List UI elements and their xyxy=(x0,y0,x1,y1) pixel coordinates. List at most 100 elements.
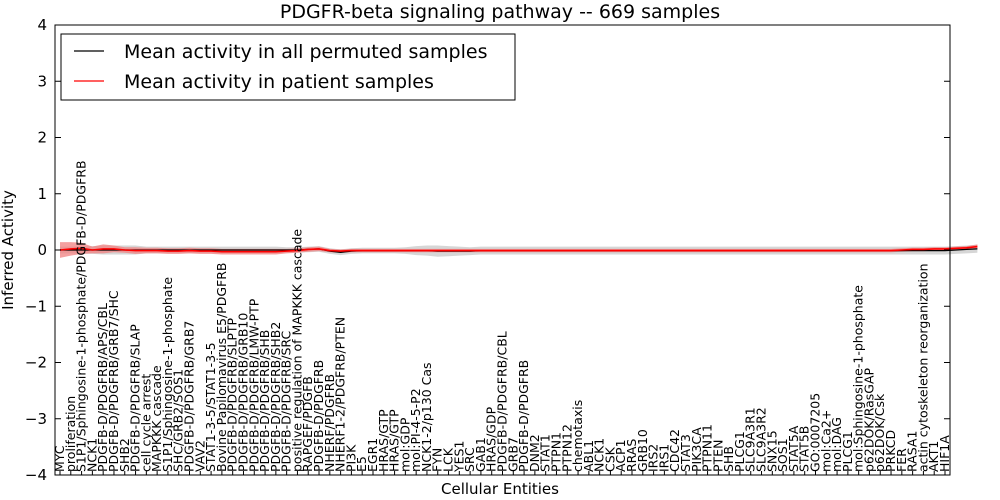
category-label: SHB2 xyxy=(117,438,132,472)
category-label: CDC42 xyxy=(667,429,682,472)
legend-label: Mean activity in all permuted samples xyxy=(124,41,487,63)
category-label: STAT5A xyxy=(786,425,801,472)
series-line-2 xyxy=(59,245,978,253)
category-label: VAV2 xyxy=(192,440,207,472)
category-label: NHERF1-2/PDGFRB/PTEN xyxy=(333,317,348,472)
category-label: cell cycle arrest xyxy=(138,374,153,472)
category-label: p62DOK/Csk xyxy=(872,393,887,472)
category-label: RASA1 xyxy=(905,431,920,472)
series-lines xyxy=(59,245,978,253)
category-label: Bovine Papilomavirus E5/PDGFRB xyxy=(214,263,229,472)
category-label: HIF1A xyxy=(937,435,952,472)
category-label: mol:Sphingosine-1-phosphate xyxy=(851,285,866,472)
category-label: mol:DAG xyxy=(829,417,844,472)
category-label: PDGFB-D/PDGFRB/GRB7 xyxy=(182,321,197,472)
category-label: PDGFB-D/PDGFRB/SRC xyxy=(279,331,294,472)
category-label: mol:GDP xyxy=(397,417,412,472)
category-label: FYN xyxy=(430,448,445,472)
category-label: PLCG1 xyxy=(732,431,747,472)
category-label: FER xyxy=(894,448,909,472)
y-tick-label: 2 xyxy=(37,129,47,147)
category-label: SLC9A3R1 xyxy=(743,407,758,472)
category-label: positive regulation of MAPKKK cascade xyxy=(289,229,304,472)
category-label: E5 xyxy=(354,456,369,472)
category-label: MYC xyxy=(52,445,67,472)
legend: Mean activity in all permuted samples Mea… xyxy=(60,33,516,101)
category-label: proliferation xyxy=(63,396,78,472)
y-tick-label: 1 xyxy=(37,185,47,203)
category-label: ABL1 xyxy=(581,440,596,472)
category-label: SRC xyxy=(462,447,477,472)
y-tick-label: −2 xyxy=(25,354,47,372)
category-label: mol:Ca2+ xyxy=(818,410,833,472)
y-tick-label: 3 xyxy=(37,72,47,90)
legend-label: Mean activity in patient samples xyxy=(124,71,434,93)
category-label: PDGFB-D/PDGFRB/CBL xyxy=(495,331,510,472)
category-label: NCK1-2/p130 Cas xyxy=(419,362,434,472)
category-label: chemotaxis xyxy=(570,400,585,472)
category-label: SHB xyxy=(721,446,736,472)
category-label: S1P1/Sphingosine-1-phosphate/PDGFB-D/PDG… xyxy=(74,160,89,472)
category-label: CSK xyxy=(602,446,617,472)
category-label: AKT1 xyxy=(926,441,941,472)
category-label: STAT3 xyxy=(678,434,693,472)
category-label: PIK3CA xyxy=(689,427,704,472)
category-label: PDGFB-D/PDGFRB/LMW-PTP xyxy=(246,298,261,472)
plot-frame xyxy=(54,24,951,476)
category-label: PTPN12 xyxy=(559,424,574,472)
category-label: SOS1 xyxy=(775,438,790,472)
category-label: EGR1 xyxy=(365,438,380,472)
category-label: LCK xyxy=(441,447,456,472)
category-label: RRAS xyxy=(624,439,639,472)
category-label: DNM2 xyxy=(527,434,542,472)
category-label: GO:0007205 xyxy=(808,393,823,472)
category-label: PTPN11 xyxy=(700,424,715,472)
category-label: GRB7 xyxy=(505,437,520,472)
category-label: PDGFB-D/PDGFRB/GRB7/SHC xyxy=(106,290,121,472)
category-label: NCK1 xyxy=(592,438,607,472)
x-axis-label: Cellular Entities xyxy=(441,480,559,498)
category-label: GAB1 xyxy=(473,437,488,472)
category-label: RAPGEF/PDGFB xyxy=(300,376,315,472)
category-label: PRKCD xyxy=(883,430,898,472)
legend-box xyxy=(60,33,516,101)
category-label: p62DOK/RasGAP xyxy=(862,367,877,472)
category-label: SLC9A3R2 xyxy=(754,407,769,472)
category-label: GRB10 xyxy=(635,429,650,472)
category-label: YES1 xyxy=(451,441,466,473)
category-label: PDGFB-D/PDGFRB/SLAP xyxy=(128,324,143,472)
category-label: PDGFB-D/PDGFRB/SHB2 xyxy=(268,322,283,472)
category-label: PTEN xyxy=(710,440,725,472)
category-label: IRS1 xyxy=(656,444,671,472)
y-tick-label: 0 xyxy=(37,241,47,259)
category-label: MAPKKK cascade xyxy=(149,365,164,472)
category-label: NCK1 xyxy=(84,438,99,472)
category-label: PDGFB-D/PDGFRB xyxy=(516,360,531,472)
category-label: PDGFB-D/PDGFRB/SLPTP xyxy=(225,317,240,472)
category-label: ACP1 xyxy=(613,439,628,472)
category-label: PTPN1 xyxy=(549,432,564,472)
category-label: SHC/GRB2/SOS1 xyxy=(171,369,186,472)
category-label: STAT1 xyxy=(538,434,553,472)
y-axis-label: Inferred Activity xyxy=(0,190,17,310)
category-label: HRAS/GDP xyxy=(484,406,499,472)
category-label: PDGFB-D/PDGFRB/APS/CBL xyxy=(95,303,110,472)
category-label: HRAS/GTP xyxy=(376,409,391,472)
category-label: SNX15 xyxy=(764,430,779,472)
category-label: HRAS/GTP xyxy=(387,409,402,472)
category-label: actin cytoskeleton reorganization xyxy=(915,263,930,472)
category-label: PI3K xyxy=(343,444,358,472)
category-label: S1P1/Sphingosine-1-phosphate xyxy=(160,277,175,472)
category-label: STAT1-3-5/STAT1-3-5 xyxy=(203,342,218,472)
category-label: NHERF/PDGFRB xyxy=(322,374,337,472)
y-tick-label: −1 xyxy=(25,297,47,315)
category-label: PLCG1 xyxy=(840,431,855,472)
category-label: IRS2 xyxy=(646,444,661,472)
category-label: mol:PI-4-5-P2 xyxy=(408,388,423,472)
y-tick-label: −3 xyxy=(25,410,47,428)
y-tick-label: 4 xyxy=(37,16,47,34)
y-tick-label: −4 xyxy=(25,466,47,484)
category-label: PDGFB-D/PDGFRB/SHB xyxy=(257,330,272,472)
category-label: PDGFB-D/PDGFRB xyxy=(311,360,326,472)
